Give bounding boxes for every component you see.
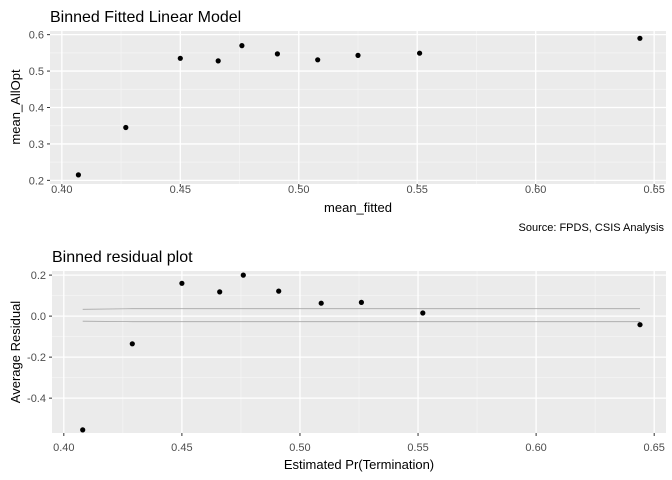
data-point bbox=[123, 124, 129, 131]
data-point bbox=[318, 300, 324, 306]
y-tick-label: -0.4 bbox=[27, 393, 46, 405]
grid-minor bbox=[52, 271, 666, 433]
y-tick-label: 0.2 bbox=[31, 270, 46, 282]
x-tick-label: 0.50 bbox=[288, 184, 309, 196]
data-point bbox=[315, 57, 321, 63]
y-axis-title: mean_AllOpt bbox=[8, 69, 23, 145]
data-point bbox=[217, 289, 223, 295]
data-point bbox=[637, 35, 643, 41]
x-tick-label: 0.65 bbox=[643, 442, 664, 454]
data-point bbox=[637, 322, 643, 328]
x-axis-ticks: 0.40 0.45 0.50 0.55 0.60 0.65 bbox=[53, 433, 665, 454]
data-point bbox=[239, 43, 245, 49]
data-point bbox=[420, 310, 426, 316]
error-bands bbox=[82, 308, 640, 323]
error-band-lower bbox=[82, 320, 640, 323]
y-tick-label: -0.2 bbox=[27, 352, 46, 364]
data-point bbox=[240, 272, 246, 278]
data-points bbox=[80, 272, 643, 433]
data-point bbox=[355, 52, 361, 59]
x-tick-label: 0.55 bbox=[407, 184, 428, 196]
y-tick-label: 0.0 bbox=[31, 311, 46, 323]
data-point bbox=[129, 341, 135, 347]
chart-title: Binned residual plot bbox=[52, 249, 193, 266]
x-axis-title: Estimated Pr(Termination) bbox=[284, 457, 434, 472]
fitted-model-plot: Binned Fitted Linear Model 0.40 0.45 0.50 0… bbox=[8, 9, 666, 234]
x-axis-title: mean_fitted bbox=[324, 200, 392, 215]
data-point bbox=[358, 299, 364, 305]
y-tick-label: 0.4 bbox=[29, 103, 44, 115]
x-tick-label: 0.50 bbox=[289, 442, 310, 454]
y-axis-title: Average Residual bbox=[8, 301, 23, 403]
x-axis-ticks: 0.40 0.45 0.50 0.55 0.60 0.65 bbox=[51, 184, 665, 196]
source-caption: Source: FPDS, CSIS Analysis bbox=[519, 222, 665, 234]
data-point bbox=[177, 55, 183, 61]
x-tick-label: 0.65 bbox=[643, 184, 664, 196]
residual-plot: Binned residual plot 0.40 0.45 0.50 0.55 0.6… bbox=[8, 249, 666, 472]
x-tick-label: 0.55 bbox=[407, 442, 428, 454]
data-point bbox=[75, 172, 81, 178]
x-tick-label: 0.40 bbox=[53, 442, 74, 454]
data-points bbox=[75, 35, 643, 178]
grid-major bbox=[52, 271, 666, 433]
data-point bbox=[276, 288, 282, 294]
error-band-upper bbox=[82, 308, 640, 310]
x-tick-label: 0.45 bbox=[170, 184, 191, 196]
x-tick-label: 0.60 bbox=[525, 442, 546, 454]
x-tick-label: 0.40 bbox=[51, 184, 72, 196]
y-tick-label: 0.2 bbox=[29, 175, 44, 187]
data-point bbox=[417, 50, 423, 56]
data-point bbox=[274, 51, 280, 57]
chart-title: Binned Fitted Linear Model bbox=[50, 9, 241, 26]
x-tick-label: 0.60 bbox=[525, 184, 546, 196]
y-tick-label: 0.5 bbox=[29, 66, 44, 78]
y-tick-label: 0.3 bbox=[29, 139, 44, 151]
data-point bbox=[80, 427, 86, 433]
data-point bbox=[215, 58, 221, 64]
grid-major bbox=[50, 31, 666, 184]
y-axis-ticks: 0.2 0.3 0.4 0.5 0.6 bbox=[29, 30, 50, 187]
data-point bbox=[179, 280, 185, 286]
y-axis-ticks: 0.2 0.0 -0.2 -0.4 bbox=[27, 270, 52, 405]
y-tick-label: 0.6 bbox=[29, 30, 44, 42]
x-tick-label: 0.45 bbox=[171, 442, 192, 454]
